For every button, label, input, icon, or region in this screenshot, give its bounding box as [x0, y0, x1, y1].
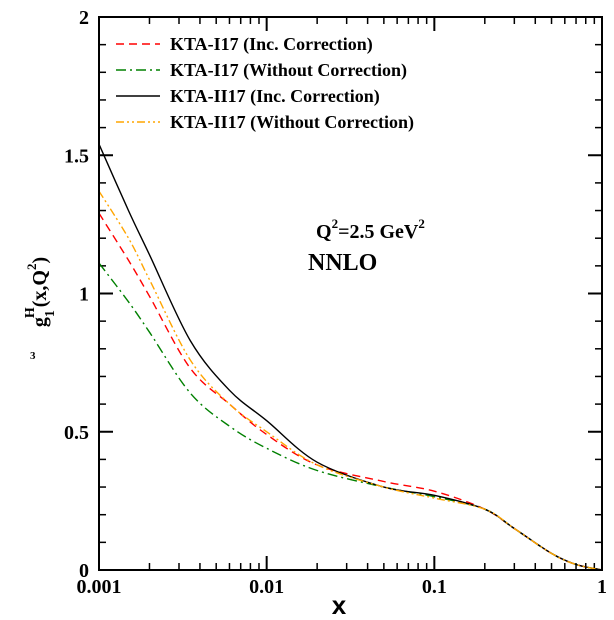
q2-sup: 2 [332, 216, 339, 231]
q2-mid: =2.5 GeV [338, 221, 419, 243]
legend-label-2: KTA-I17 (Without Correction) [170, 60, 407, 81]
ylabel-prescript: 3 [30, 350, 36, 362]
legend-label-4: KTA-II17 (Without Correction) [170, 112, 414, 133]
ylabel-main: g [29, 317, 51, 327]
q2-sup2: 2 [418, 216, 425, 231]
plot-frame [98, 16, 603, 571]
y-tick-label: 0 [79, 560, 89, 582]
x-tick-label: 1 [597, 576, 607, 598]
x-axis-label: x [332, 590, 347, 620]
y-tick-label: 1 [79, 284, 89, 306]
y-tick-label: 0.5 [64, 422, 89, 444]
order-annotation: NNLO [308, 250, 377, 276]
legend: KTA-I17 (Inc. Correction) KTA-I17 (Withou… [116, 34, 414, 133]
legend-label-1: KTA-I17 (Inc. Correction) [170, 34, 373, 55]
ylabel-sup: H [23, 307, 38, 318]
ylabel-args: (x,Q [29, 270, 51, 307]
series-line-4 [98, 190, 603, 571]
ylabel-args-sup: 2 [24, 264, 39, 271]
y-tick-label: 2 [79, 7, 89, 29]
q2-prefix: Q [316, 221, 332, 243]
ylabel-args-end: ) [29, 257, 51, 264]
x-tick-label: 0.1 [422, 576, 447, 598]
q2-annotation: Q2=2.5 GeV2 [316, 216, 425, 243]
legend-label-3: KTA-II17 (Inc. Correction) [170, 86, 380, 107]
ylabel-sub: 1 [43, 310, 58, 317]
x-tick-label: 0.01 [249, 576, 284, 598]
svg-text:g1H(x,Q2): g1H(x,Q2) [23, 257, 58, 327]
x-tick-label: 0.001 [77, 576, 122, 598]
y-axis-label: g1H(x,Q2) [23, 257, 58, 327]
svg-text:Q2=2.5 GeV2: Q2=2.5 GeV2 [316, 216, 425, 243]
y-tick-label: 1.5 [64, 145, 89, 167]
